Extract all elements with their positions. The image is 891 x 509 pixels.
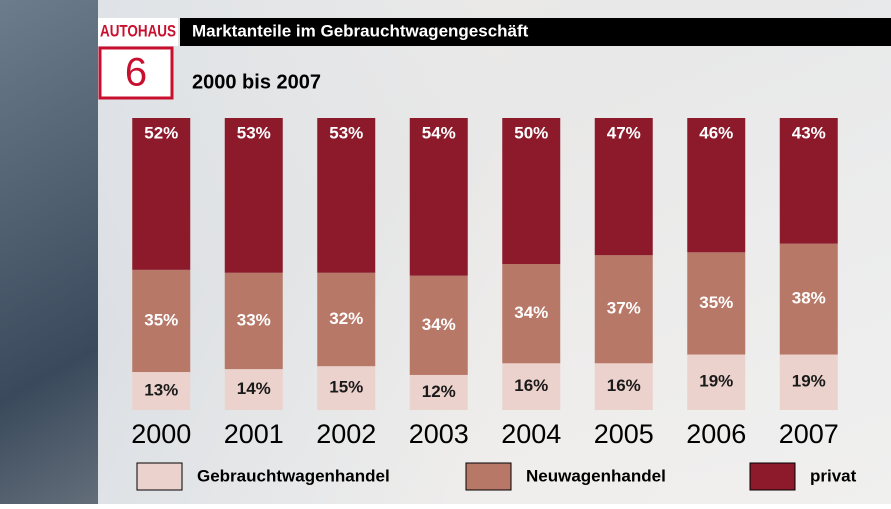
chart-title: Marktanteile im Gebrauchtwagengeschäft: [192, 21, 529, 40]
data-label: 19%: [792, 372, 826, 391]
data-label: 32%: [329, 309, 363, 328]
logo-issue: 6: [125, 51, 147, 95]
bar-segment: [317, 272, 376, 367]
data-label: 52%: [144, 123, 178, 142]
data-label: 46%: [699, 123, 733, 142]
logo-brand: AUTOHAUS: [100, 21, 176, 40]
data-label: 14%: [237, 379, 271, 398]
bar-segment: [224, 272, 283, 370]
legend-label: Gebrauchtwagenhandel: [197, 466, 390, 485]
bar-segment: [594, 118, 653, 256]
legend-swatch: [749, 462, 796, 491]
bar-segment: [779, 118, 838, 244]
bar-segment: [317, 118, 376, 273]
x-tick-label: 2001: [224, 419, 284, 449]
bar-segment: [502, 363, 561, 410]
data-label: 33%: [237, 310, 271, 329]
data-label: 35%: [699, 293, 733, 312]
bar-segment: [409, 275, 468, 375]
data-label: 37%: [607, 299, 641, 318]
data-label: 50%: [514, 123, 548, 142]
bar-segment: [687, 354, 746, 410]
data-label: 16%: [607, 376, 641, 395]
data-label: 15%: [329, 378, 363, 397]
x-tick-label: 2007: [779, 419, 839, 449]
x-tick-label: 2002: [316, 419, 376, 449]
data-label: 13%: [144, 381, 178, 400]
data-label: 47%: [607, 123, 641, 142]
data-label: 16%: [514, 376, 548, 395]
data-label: 19%: [699, 372, 733, 391]
bar-segment: [132, 372, 191, 410]
bar-segment: [224, 369, 283, 410]
bar-segment: [409, 374, 468, 410]
x-tick-label: 2004: [501, 419, 561, 449]
bar-segment: [409, 118, 468, 276]
x-tick-label: 2006: [686, 419, 746, 449]
legend-swatch: [465, 462, 512, 491]
title-bar: [180, 18, 891, 46]
logo-issue-box: [98, 46, 174, 100]
bar-segment: [502, 118, 561, 264]
bar-segment: [687, 252, 746, 355]
bar-segment: [779, 243, 838, 355]
logo-box: [98, 18, 178, 46]
bar-segment: [132, 118, 191, 270]
data-label: 38%: [792, 289, 826, 308]
bar-segment: [317, 366, 376, 410]
bar-segment: [594, 255, 653, 364]
bar-segment: [132, 269, 191, 373]
legend-swatch: [136, 462, 183, 491]
data-label: 53%: [329, 123, 363, 142]
legend-label: privat: [810, 466, 857, 485]
x-tick-label: 2000: [131, 419, 191, 449]
data-label: 43%: [792, 123, 826, 142]
data-label: 54%: [422, 123, 456, 142]
bar-segment: [594, 363, 653, 410]
data-label: 34%: [422, 315, 456, 334]
bar-segment: [502, 264, 561, 364]
legend-label: Neuwagenhandel: [526, 466, 666, 485]
bar-segment: [687, 118, 746, 253]
bar-segment: [779, 354, 838, 410]
x-tick-label: 2005: [594, 419, 654, 449]
data-label: 53%: [237, 123, 271, 142]
data-label: 35%: [144, 310, 178, 329]
data-label: 12%: [422, 382, 456, 401]
chart-subtitle: 2000 bis 2007: [192, 71, 321, 93]
bar-segment: [224, 118, 283, 273]
x-tick-label: 2003: [409, 419, 469, 449]
data-label: 34%: [514, 303, 548, 322]
